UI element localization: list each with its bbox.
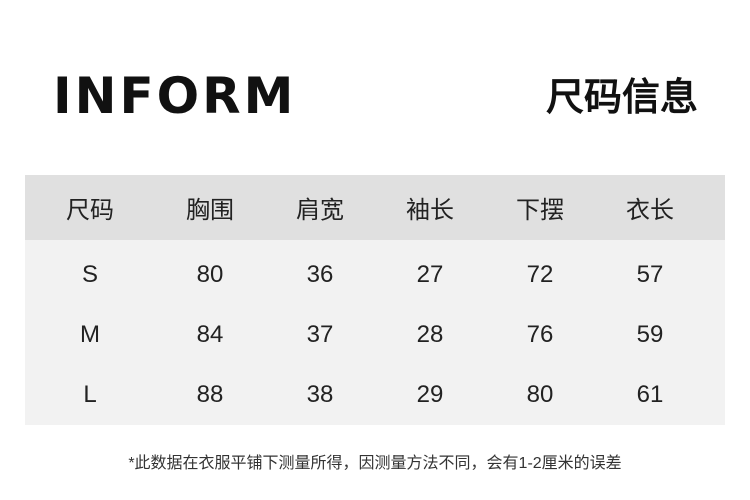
measurement-footnote: *此数据在衣服平铺下测量所得，因测量方法不同，会有1-2厘米的误差 (128, 455, 622, 472)
table-cell: 27 (416, 261, 444, 288)
size-table: 尺码 胸围 肩宽 袖长 下摆 衣长 S 80 36 27 72 57 M 84 … (25, 175, 725, 425)
table-cell: 80 (526, 381, 554, 408)
table-row: L 88 38 29 80 61 (25, 365, 725, 425)
column-header: 肩宽 (296, 197, 344, 224)
table-cell: 36 (306, 261, 334, 288)
table-cell: 59 (636, 321, 664, 348)
table-cell: L (83, 381, 97, 408)
table-cell: 84 (196, 321, 224, 348)
table-cell: 37 (306, 321, 334, 348)
table-cell: 72 (526, 261, 554, 288)
table-header: 尺码 胸围 肩宽 袖长 下摆 衣长 (25, 175, 725, 240)
column-header: 袖长 (406, 197, 454, 224)
brand-logo: INFORM (53, 67, 297, 125)
table-cell: M (80, 321, 100, 348)
table-cell: 61 (636, 381, 664, 408)
table-cell: S (81, 261, 98, 288)
table-cell: 88 (196, 381, 224, 408)
table-cell: 76 (526, 321, 554, 348)
column-header: 尺码 (66, 197, 114, 224)
table-cell: 29 (416, 381, 444, 408)
column-header: 胸围 (186, 197, 234, 224)
table-cell: 28 (416, 321, 444, 348)
table-cell: 57 (636, 261, 664, 288)
page-title: 尺码信息 (545, 75, 698, 119)
table-cell: 38 (306, 381, 334, 408)
table-row: M 84 37 28 76 59 (25, 305, 725, 365)
column-header: 衣长 (626, 197, 674, 224)
table-cell: 80 (196, 261, 224, 288)
column-header: 下摆 (516, 197, 564, 224)
table-row: S 80 36 27 72 57 (25, 245, 725, 305)
